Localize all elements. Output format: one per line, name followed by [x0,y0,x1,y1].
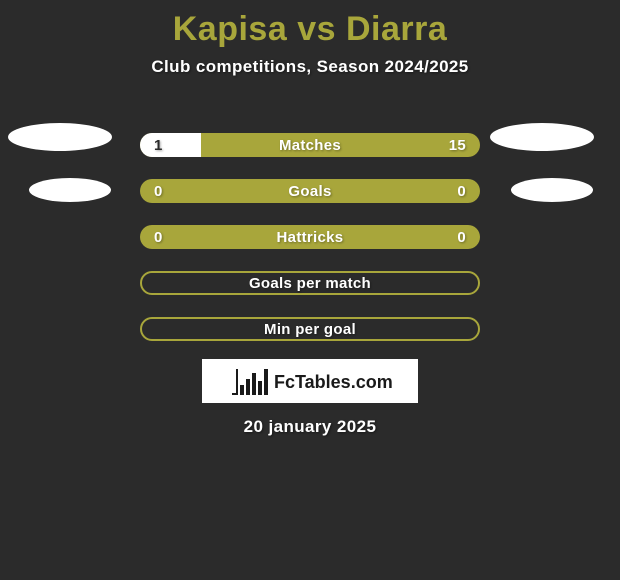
stat-row-hattricks-left-value: 0 [154,229,163,246]
page-title: Kapisa vs Diarra [0,10,620,49]
stat-row-matches-right-value: 15 [449,137,466,154]
stat-row-matches-left-fill [140,133,201,157]
stat-row-goals-label: Goals [288,183,331,200]
datestamp: 20 january 2025 [0,417,620,437]
stat-row-goals: 0 0 Goals [140,179,480,203]
fctables-logo-text: FcTables.com [274,372,393,392]
stat-row-matches: 1 15 Matches [140,133,480,157]
stat-row-goals-right-value: 0 [457,183,466,200]
stat-row-hattricks: 0 0 Hattricks [140,225,480,249]
fctables-logo-svg: FcTables.com [202,359,418,403]
stat-row-matches-left-value: 1 [154,137,163,154]
fctables-logo: FcTables.com [202,359,418,403]
stat-rows: 1 15 Matches 0 0 Goals 0 0 Hattricks Goals per ma… [0,133,620,341]
stat-row-goals-per-match-label: Goals per match [249,275,371,292]
ellipse-bot-right [511,178,593,202]
bar-chart-icon [232,369,268,395]
stat-row-hattricks-right-value: 0 [457,229,466,246]
stat-row-matches-label: Matches [279,137,341,154]
stat-row-goals-per-match: Goals per match [140,271,480,295]
subtitle: Club competitions, Season 2024/2025 [0,57,620,77]
stat-row-min-per-goal: Min per goal [140,317,480,341]
stat-row-hattricks-label: Hattricks [277,229,344,246]
ellipse-top-left [8,123,112,151]
ellipse-top-right [490,123,594,151]
stat-row-goals-left-value: 0 [154,183,163,200]
stat-row-min-per-goal-label: Min per goal [264,321,356,338]
ellipse-bot-left [29,178,111,202]
